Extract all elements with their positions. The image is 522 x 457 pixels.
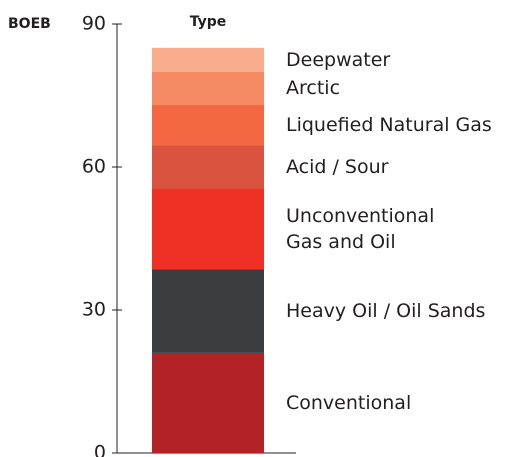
y-tick-label: 90 bbox=[82, 13, 106, 35]
segment-label: Deepwater bbox=[286, 48, 391, 71]
y-axis-label: BOEB bbox=[8, 16, 51, 32]
segment-label: Unconventional Gas and Oil bbox=[286, 204, 435, 253]
segment-label: Conventional bbox=[286, 391, 412, 414]
segment-label: Acid / Sour bbox=[286, 156, 389, 178]
bar-segment bbox=[152, 105, 264, 146]
segment-label: Arctic bbox=[286, 77, 341, 100]
bar-segment bbox=[152, 47, 264, 72]
y-tick-label: 30 bbox=[82, 299, 106, 321]
segment-label: Heavy Oil / Oil Sands bbox=[286, 300, 486, 323]
bar-segment bbox=[152, 352, 264, 453]
segment-label: Liquefied Natural Gas bbox=[286, 114, 492, 137]
bar-segment bbox=[152, 188, 264, 270]
bar-segment bbox=[152, 71, 264, 106]
bar-segment bbox=[152, 269, 264, 353]
y-tick-label: 0 bbox=[94, 442, 106, 457]
y-tick-label: 60 bbox=[82, 156, 106, 178]
chart-title: Type bbox=[190, 14, 227, 30]
bar-segment bbox=[152, 145, 264, 189]
